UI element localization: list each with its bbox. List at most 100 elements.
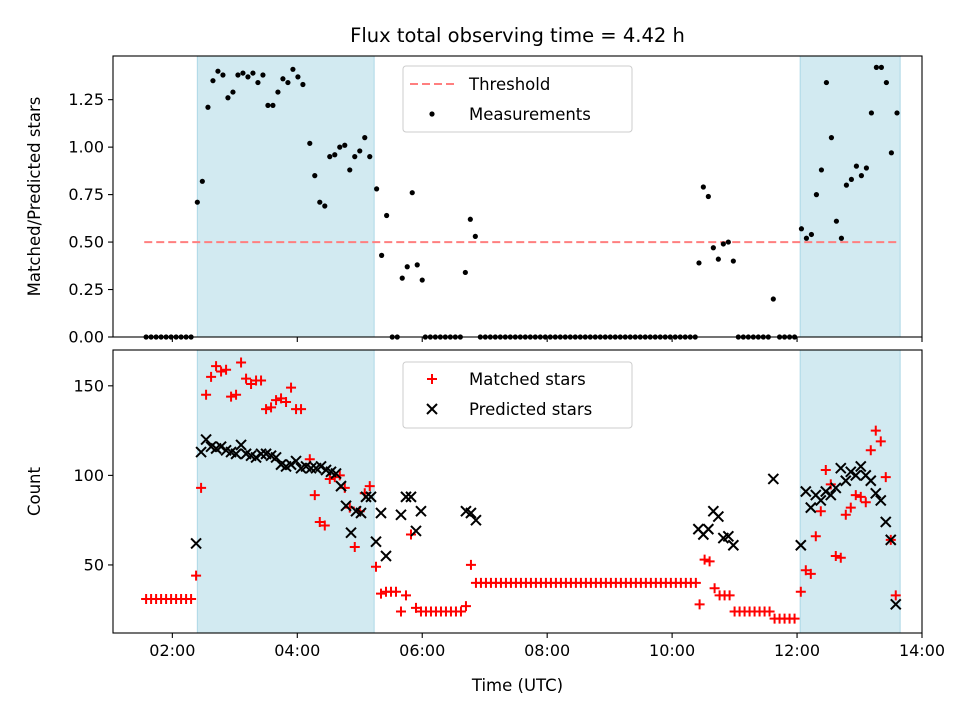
legend-key-plus bbox=[427, 374, 437, 384]
data-point bbox=[194, 199, 200, 205]
data-point bbox=[850, 490, 861, 501]
x-tick-label: 10:00 bbox=[649, 641, 695, 660]
y-tick-label: 1.25 bbox=[68, 90, 104, 109]
legend-label: Predicted stars bbox=[469, 400, 592, 419]
data-point bbox=[312, 173, 318, 179]
data-point bbox=[840, 509, 851, 520]
data-point bbox=[858, 173, 865, 179]
data-point bbox=[696, 260, 702, 266]
data-point bbox=[465, 507, 477, 519]
data-point bbox=[261, 404, 272, 415]
data-point bbox=[307, 140, 313, 146]
data-point bbox=[460, 601, 471, 612]
data-point bbox=[374, 186, 380, 192]
data-point bbox=[709, 583, 720, 594]
y-tick-label: 0.25 bbox=[68, 280, 104, 299]
data-point bbox=[245, 74, 251, 80]
data-point bbox=[710, 245, 716, 251]
data-point bbox=[260, 72, 266, 78]
data-point bbox=[690, 577, 701, 588]
plot-frame bbox=[112, 349, 923, 634]
x-tick-label: 06:00 bbox=[399, 641, 445, 660]
data-point bbox=[845, 466, 857, 478]
data-point bbox=[399, 275, 405, 281]
data-point bbox=[405, 491, 417, 503]
data-point bbox=[319, 520, 330, 531]
data-point bbox=[256, 375, 267, 386]
data-point bbox=[815, 506, 826, 517]
data-point bbox=[767, 473, 780, 485]
data-point bbox=[230, 89, 236, 95]
data-point bbox=[271, 395, 282, 406]
data-point bbox=[196, 482, 207, 493]
y-axis-label: Matched/Predicted stars bbox=[25, 97, 44, 297]
data-point bbox=[191, 570, 202, 581]
data-point bbox=[865, 445, 876, 456]
y-tick-label: 0.50 bbox=[68, 233, 104, 252]
data-point bbox=[210, 78, 216, 84]
legend-key-x bbox=[426, 403, 438, 415]
data-point bbox=[285, 79, 291, 86]
data-point bbox=[285, 458, 297, 471]
y-tick-label: 0.75 bbox=[68, 185, 104, 204]
data-point bbox=[220, 72, 226, 78]
data-point bbox=[818, 167, 825, 173]
data-point bbox=[345, 526, 357, 539]
data-point bbox=[795, 586, 806, 597]
data-point bbox=[415, 505, 427, 517]
data-point bbox=[195, 446, 207, 458]
x-tick-label: 14:00 bbox=[899, 641, 945, 660]
data-point bbox=[885, 534, 897, 546]
data-point bbox=[362, 135, 368, 141]
data-point bbox=[472, 233, 478, 239]
data-point bbox=[848, 176, 855, 183]
data-point bbox=[465, 559, 476, 570]
data-point bbox=[322, 203, 328, 209]
chart-title: Flux total observing time = 4.42 h bbox=[350, 24, 685, 47]
data-point bbox=[770, 296, 776, 302]
data-point bbox=[409, 190, 415, 196]
data-point bbox=[853, 163, 860, 169]
x-tick-label: 04:00 bbox=[274, 641, 320, 660]
data-point bbox=[878, 64, 884, 70]
data-point bbox=[327, 154, 333, 160]
legend: Threshold Measurements bbox=[402, 65, 633, 133]
data-point bbox=[300, 81, 306, 88]
plot-frame bbox=[112, 55, 923, 338]
data-point bbox=[255, 79, 261, 86]
legend: Matched stars Predicted stars bbox=[402, 361, 633, 429]
data-point bbox=[395, 606, 406, 617]
legend-box bbox=[402, 65, 633, 133]
data-point bbox=[240, 70, 246, 76]
shaded-interval-1 bbox=[799, 349, 901, 634]
data-point bbox=[875, 436, 886, 447]
legend-label: Matched stars bbox=[469, 370, 586, 389]
data-point bbox=[808, 231, 815, 238]
data-point bbox=[221, 364, 232, 375]
data-point bbox=[404, 264, 410, 270]
data-point bbox=[295, 74, 301, 80]
data-point bbox=[419, 277, 425, 283]
data-point bbox=[820, 465, 831, 476]
data-point bbox=[395, 509, 407, 521]
data-point bbox=[798, 226, 805, 232]
data-point bbox=[379, 252, 385, 258]
data-point bbox=[870, 425, 881, 436]
data-point bbox=[335, 480, 347, 492]
data-point bbox=[236, 357, 247, 368]
data-point bbox=[305, 462, 317, 474]
data-point bbox=[405, 529, 416, 540]
data-point bbox=[830, 550, 841, 561]
data-point bbox=[255, 448, 267, 460]
data-point bbox=[825, 489, 837, 501]
data-point bbox=[705, 193, 711, 200]
data-point bbox=[375, 507, 387, 519]
series-matched-stars bbox=[141, 357, 901, 624]
data-point bbox=[270, 102, 276, 108]
data-point bbox=[225, 95, 231, 101]
data-point bbox=[226, 391, 237, 402]
shaded-interval-0 bbox=[196, 349, 375, 634]
data-point bbox=[367, 154, 373, 160]
shaded-interval-0 bbox=[196, 55, 375, 338]
legend-box bbox=[402, 361, 633, 429]
